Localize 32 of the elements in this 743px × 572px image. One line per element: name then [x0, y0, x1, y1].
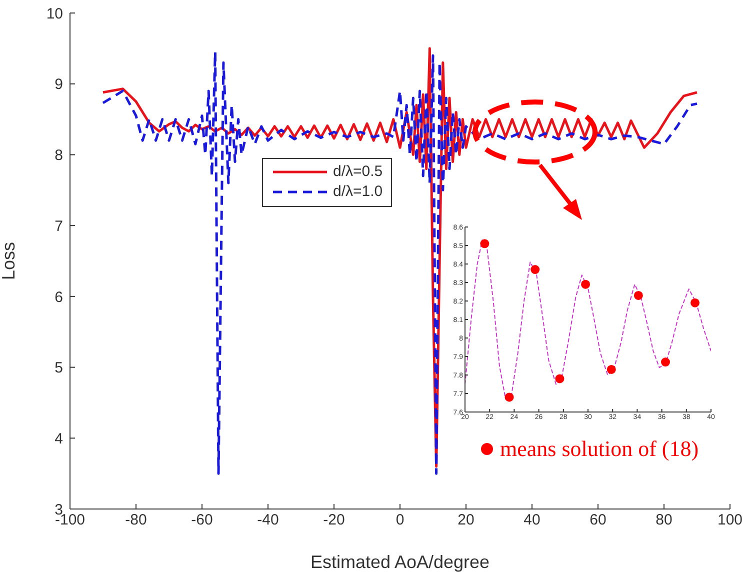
x-tick-label: 20	[458, 512, 474, 529]
legend-label: d/λ=1.0	[333, 182, 383, 202]
x-tick-label: -60	[191, 512, 213, 529]
x-tick-label: -40	[257, 512, 279, 529]
point	[690, 298, 700, 308]
x-tick-label: 40	[524, 512, 540, 529]
x-axis-title: Estimated AoA/degree	[310, 552, 490, 572]
point	[581, 280, 590, 289]
y-tick-label: 10	[46, 5, 63, 22]
point	[660, 358, 670, 367]
y-axis-title: Loss	[0, 242, 18, 280]
y-tick-label: 3	[54, 501, 63, 518]
y-tick-label: 6	[54, 288, 63, 306]
x-tick-label: 60	[590, 512, 606, 529]
point	[480, 239, 490, 248]
y-tick-label: 4	[54, 430, 63, 448]
x-tick-label: -80	[125, 512, 147, 529]
x-tick-label: 80	[656, 512, 672, 529]
point	[606, 364, 616, 374]
x-tick-label: 0	[396, 512, 404, 529]
y-tick-label: 9	[54, 76, 63, 94]
x-tick-label: -20	[323, 512, 345, 529]
point	[530, 265, 540, 274]
y-tick-label: 5	[54, 360, 63, 377]
y-tick-label: 7	[54, 218, 63, 235]
y-tick-label: 8	[54, 147, 63, 164]
x-tick-label: 100	[717, 512, 743, 529]
point	[504, 392, 514, 402]
point	[634, 290, 643, 300]
legend-label: d/λ=0.5	[333, 162, 383, 182]
point	[555, 374, 564, 384]
legend-label: means solution of (18)	[500, 435, 699, 463]
